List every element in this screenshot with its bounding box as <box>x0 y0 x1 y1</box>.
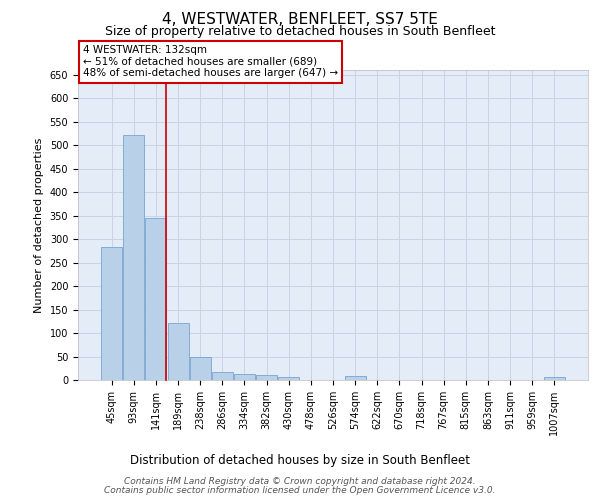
Bar <box>167 322 188 380</box>
Bar <box>256 376 277 380</box>
Bar <box>101 247 122 380</box>
Text: 4, WESTWATER, BENFLEET, SS7 5TE: 4, WESTWATER, BENFLEET, SS7 5TE <box>162 12 438 28</box>
Bar <box>278 377 299 380</box>
Bar <box>190 358 211 380</box>
Bar <box>544 376 565 380</box>
Bar <box>344 376 365 380</box>
Text: 4 WESTWATER: 132sqm
← 51% of detached houses are smaller (689)
48% of semi-detac: 4 WESTWATER: 132sqm ← 51% of detached ho… <box>83 45 338 78</box>
Text: Size of property relative to detached houses in South Benfleet: Size of property relative to detached ho… <box>105 25 495 38</box>
Text: Contains HM Land Registry data © Crown copyright and database right 2024.: Contains HM Land Registry data © Crown c… <box>124 477 476 486</box>
Bar <box>124 135 145 380</box>
Bar <box>234 374 255 380</box>
Bar <box>145 218 166 380</box>
Text: Contains public sector information licensed under the Open Government Licence v3: Contains public sector information licen… <box>104 486 496 495</box>
Y-axis label: Number of detached properties: Number of detached properties <box>34 138 44 312</box>
Text: Distribution of detached houses by size in South Benfleet: Distribution of detached houses by size … <box>130 454 470 467</box>
Bar <box>212 372 233 380</box>
